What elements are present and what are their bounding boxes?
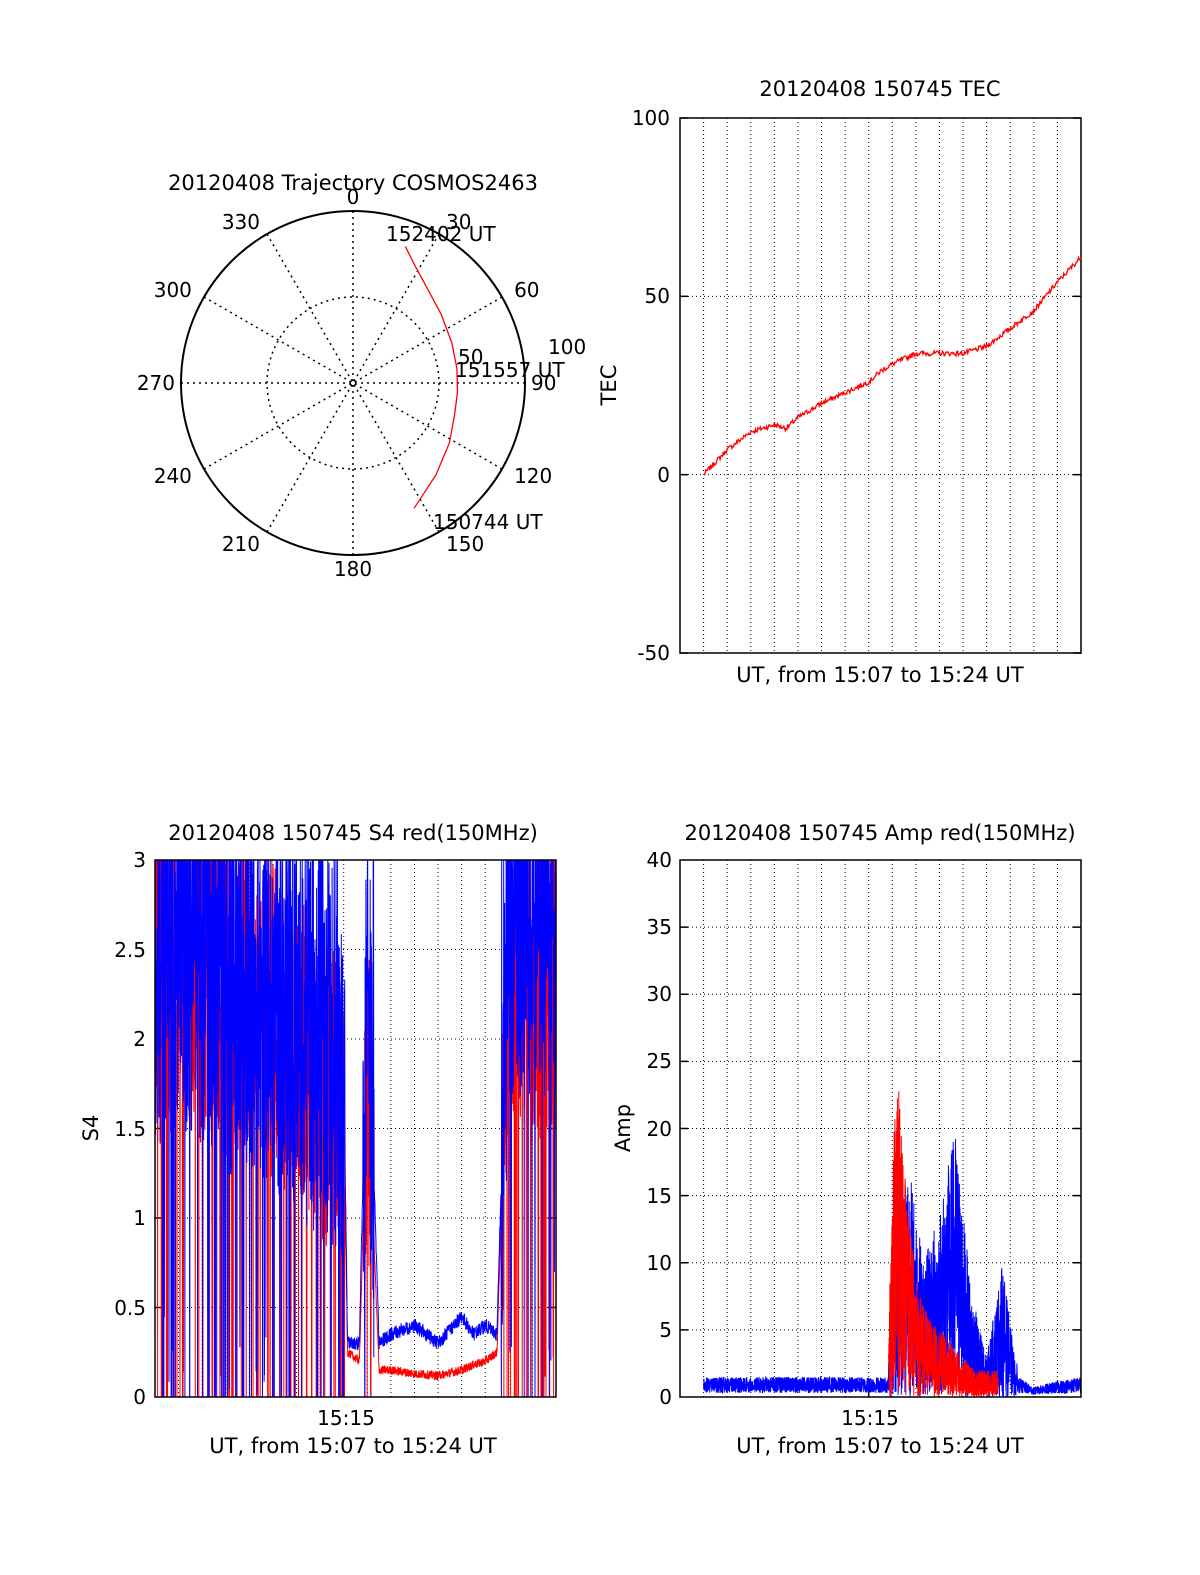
amp-panel: 20120408 150745 Amp red(150MHz) 40 35 30… — [611, 821, 1082, 1458]
amp-ylabel: Amp — [611, 1104, 635, 1152]
polar-radial-label-50: 50 — [458, 345, 483, 369]
s4-panel: 20120408 150745 S4 red(150MHz) 3 2.5 2 1… — [79, 821, 557, 1458]
tec-ytick-0: 0 — [657, 463, 670, 487]
amp-ytick-10: 10 — [647, 1251, 672, 1275]
tec-grid — [680, 117, 1081, 654]
s4-xtick-1515: 15:15 — [317, 1406, 375, 1430]
amp-ytick-30: 30 — [647, 982, 672, 1006]
polar-azimuth-label: 180 — [334, 557, 372, 581]
tec-series-line — [703, 255, 1082, 476]
polar-azimuth-label: 300 — [154, 278, 192, 302]
tec-title: 20120408 150745 TEC — [759, 77, 1000, 101]
amp-plot-frame — [679, 859, 1082, 1398]
amp-ytick-0: 0 — [659, 1385, 672, 1409]
amp-ytick-35: 35 — [647, 915, 672, 939]
polar-title: 20120408 Trajectory COSMOS2463 — [168, 171, 538, 195]
polar-azimuth-label: 330 — [222, 210, 260, 234]
polar-azimuth-label: 270 — [137, 371, 175, 395]
tec-ylabel: TEC — [597, 365, 621, 407]
tec-ytick-minus50: -50 — [637, 641, 670, 665]
polar-annotation-end: 152402 UT — [386, 222, 496, 246]
tec-xlabel: UT, from 15:07 to 15:24 UT — [736, 663, 1024, 687]
s4-plot-frame — [154, 859, 557, 1398]
amp-grid — [680, 860, 1081, 1397]
polar-annotation-start: 150744 UT — [433, 510, 543, 534]
polar-azimuth-label: 120 — [514, 464, 552, 488]
amp-ytick-40: 40 — [647, 848, 672, 872]
tec-panel: 20120408 150745 TEC 100 50 0 -50 TEC UT,… — [597, 77, 1082, 687]
s4-ytick-3: 3 — [133, 848, 146, 872]
polar-annotation-mid: 151557 UT — [455, 358, 565, 382]
polar-azimuth-label: 240 — [154, 464, 192, 488]
amp-ytick-25: 25 — [647, 1049, 672, 1073]
s4-ytick-2.5: 2.5 — [114, 938, 146, 962]
s4-ytick-1.5: 1.5 — [114, 1117, 146, 1141]
s4-ylabel: S4 — [79, 1115, 103, 1142]
s4-ytick-1: 1 — [133, 1206, 146, 1230]
amp-red-series-line — [887, 1091, 999, 1398]
polar-azimuth-label: 150 — [446, 532, 484, 556]
amp-title: 20120408 150745 Amp red(150MHz) — [684, 821, 1075, 845]
s4-ytick-0.5: 0.5 — [114, 1296, 146, 1320]
polar-azimuth-label: 30 — [446, 210, 471, 234]
s4-blue-series-line — [154, 859, 557, 1398]
polar-radial-label-100: 100 — [548, 335, 586, 359]
polar-azimuth-label: 210 — [222, 532, 260, 556]
polar-spokes — [181, 211, 525, 555]
s4-ytick-0: 0 — [133, 1385, 146, 1409]
polar-azimuth-label: 60 — [514, 278, 539, 302]
polar-panel: 20120408 Trajectory COSMOS2463 0 30 60 90 12… — [137, 171, 586, 581]
tec-ytick-50: 50 — [645, 284, 670, 308]
tec-ytick-100: 100 — [632, 106, 670, 130]
polar-trajectory-line — [404, 246, 459, 509]
s4-ytick-2: 2 — [133, 1027, 146, 1051]
amp-ytick-15: 15 — [647, 1184, 672, 1208]
amp-ytick-5: 5 — [659, 1318, 672, 1342]
polar-azimuth-labels: 0 30 60 90 120 150 180 210 240 270 300 330 — [137, 185, 557, 581]
amp-xtick-1515: 15:15 — [841, 1406, 899, 1430]
amp-ytick-20: 20 — [647, 1117, 672, 1141]
polar-azimuth-label: 0 — [347, 185, 360, 209]
polar-azimuth-label: 90 — [531, 371, 556, 395]
s4-xlabel: UT, from 15:07 to 15:24 UT — [209, 1434, 497, 1458]
amp-xlabel: UT, from 15:07 to 15:24 UT — [736, 1434, 1024, 1458]
s4-title: 20120408 150745 S4 red(150MHz) — [168, 821, 538, 845]
tec-plot-frame — [679, 117, 1082, 654]
